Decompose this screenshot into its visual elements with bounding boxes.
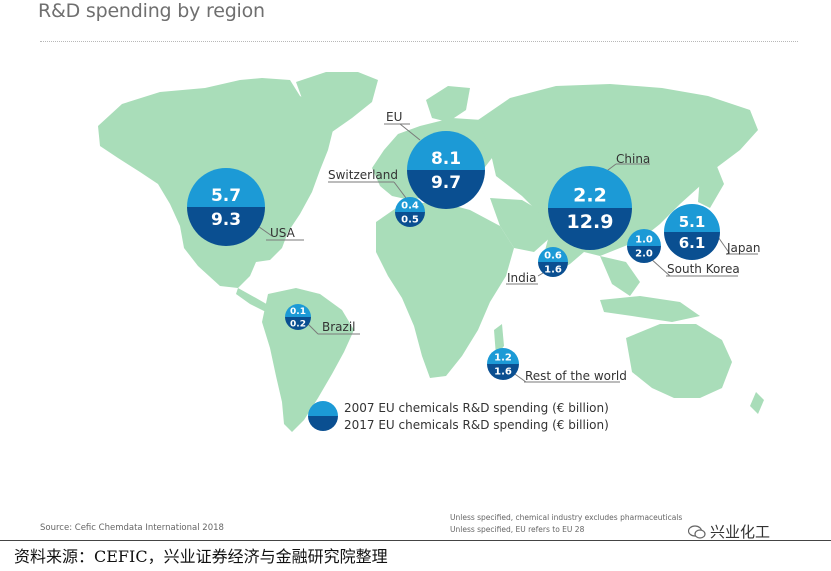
land-madagascar xyxy=(494,324,504,356)
legend: 2007 EU chemicals R&D spending (€ billio… xyxy=(308,401,609,432)
land-middle-east xyxy=(490,198,552,252)
value-switzerland-2007: 0.4 xyxy=(401,201,419,212)
value-rest-of-world-2007: 1.2 xyxy=(494,353,512,364)
bubble-usa-2017-half xyxy=(187,207,265,246)
bubble-eu: 8.19.7 xyxy=(407,131,485,209)
legend-item-2007: 2007 EU chemicals R&D spending (€ billio… xyxy=(344,401,609,415)
label-eu: EU xyxy=(386,110,402,124)
page-title: R&D spending by region xyxy=(38,0,265,22)
bubble-south-korea-2007-half xyxy=(627,229,661,246)
bubble-rest-of-world: 1.21.6 xyxy=(487,348,519,380)
source-note: Source: Cefic Chemdata International 201… xyxy=(40,523,224,533)
land-central-america xyxy=(236,288,270,312)
label-south-korea: South Korea xyxy=(667,262,740,276)
land-scandinavia xyxy=(426,86,470,122)
bubble-india-2007-half xyxy=(538,247,568,262)
value-india-2007: 0.6 xyxy=(544,251,562,262)
bubble-switzerland-2017-half xyxy=(395,212,425,227)
land-japan xyxy=(698,164,724,208)
label-brazil: Brazil xyxy=(322,320,356,334)
legend-swatch-2007 xyxy=(308,401,338,416)
bubble-china: 2.2 12.9 xyxy=(548,166,632,250)
bubble-china-2007-half xyxy=(548,166,632,208)
bubble-switzerland-2007-half xyxy=(395,197,425,212)
brand-name: 兴业化工 xyxy=(710,523,771,541)
label-switzerland: Switzerland xyxy=(328,168,398,182)
land-new-zealand xyxy=(750,392,764,414)
value-switzerland-2017: 0.5 xyxy=(401,215,419,226)
bubble-switzerland: 0.40.5 xyxy=(395,197,425,227)
land-greenland xyxy=(296,72,378,132)
spending-bubbles: 5.79.38.19.70.40.52.212.90.61.65.16.11.0… xyxy=(187,131,720,380)
value-south-korea-2017: 2.0 xyxy=(635,249,653,260)
footer-rule xyxy=(0,540,831,541)
bubble-japan-2007-half xyxy=(664,204,720,232)
bubble-south-korea: 1.02.0 xyxy=(627,229,661,263)
brand-watermark: 兴业化工 xyxy=(688,521,770,542)
bubble-eu-2017-half xyxy=(407,170,485,209)
label-japan: Japan xyxy=(726,241,760,255)
label-china: China xyxy=(616,152,650,166)
bubble-rest-of-world-2017-half xyxy=(487,364,519,380)
value-usa-2017: 9.3 xyxy=(211,210,241,230)
land-australia xyxy=(626,324,732,398)
bubble-china-2017-half xyxy=(548,208,632,250)
value-brazil-2017: 0.2 xyxy=(290,319,306,329)
value-eu-2017: 9.7 xyxy=(431,173,461,193)
value-usa-2007: 5.7 xyxy=(211,186,241,206)
legend-item-2017: 2017 EU chemicals R&D spending (€ billio… xyxy=(344,418,609,432)
landmasses xyxy=(98,72,764,432)
value-rest-of-world-2017: 1.6 xyxy=(494,367,512,378)
note-eu28: Unless specified, EU refers to EU 28 xyxy=(450,525,585,534)
label-usa: USA xyxy=(270,226,296,240)
land-indonesia xyxy=(600,296,700,322)
bubble-usa: 5.79.3 xyxy=(187,168,265,246)
bubble-brazil-2007-half xyxy=(285,304,311,317)
eu-leader xyxy=(399,123,421,141)
bubble-south-korea-2017-half xyxy=(627,246,661,263)
value-eu-2007: 8.1 xyxy=(431,149,461,169)
value-brazil-2007: 0.1 xyxy=(290,307,306,317)
bubble-usa-2007-half xyxy=(187,168,265,207)
value-japan-2017: 6.1 xyxy=(679,234,706,252)
title-divider xyxy=(40,41,798,42)
bubble-rest-of-world-2007-half xyxy=(487,348,519,364)
region-labels: USA EU Switzerland China India Japan Sou… xyxy=(270,110,760,383)
bubble-brazil-2017-half xyxy=(285,317,311,330)
label-rest-of-world: Rest of the world xyxy=(525,369,627,383)
value-india-2017: 1.6 xyxy=(544,265,562,276)
value-china-2007: 2.2 xyxy=(573,184,607,206)
footer-source: 资料来源：CEFIC，兴业证券经济与金融研究院整理 xyxy=(14,547,388,566)
bubble-eu-2007-half xyxy=(407,131,485,170)
switzerland-leader xyxy=(393,181,407,199)
legend-swatch-2017 xyxy=(308,416,338,431)
land-africa xyxy=(376,202,514,378)
land-south-america xyxy=(262,288,354,432)
value-china-2017: 12.9 xyxy=(567,211,614,233)
value-south-korea-2007: 1.0 xyxy=(635,235,653,246)
bubble-japan: 5.16.1 xyxy=(664,204,720,260)
bubble-brazil: 0.10.2 xyxy=(285,304,311,330)
value-japan-2007: 5.1 xyxy=(679,213,706,231)
korea-leader xyxy=(649,257,671,277)
label-india: India xyxy=(507,271,536,285)
land-southeast-asia xyxy=(600,256,640,296)
wechat-icon xyxy=(688,524,706,539)
bubble-india-2017-half xyxy=(538,262,568,277)
bubble-japan-2017-half xyxy=(664,232,720,260)
note-pharmaceuticals: Unless specified, chemical industry excl… xyxy=(450,513,683,522)
bubble-india: 0.61.6 xyxy=(538,247,568,277)
